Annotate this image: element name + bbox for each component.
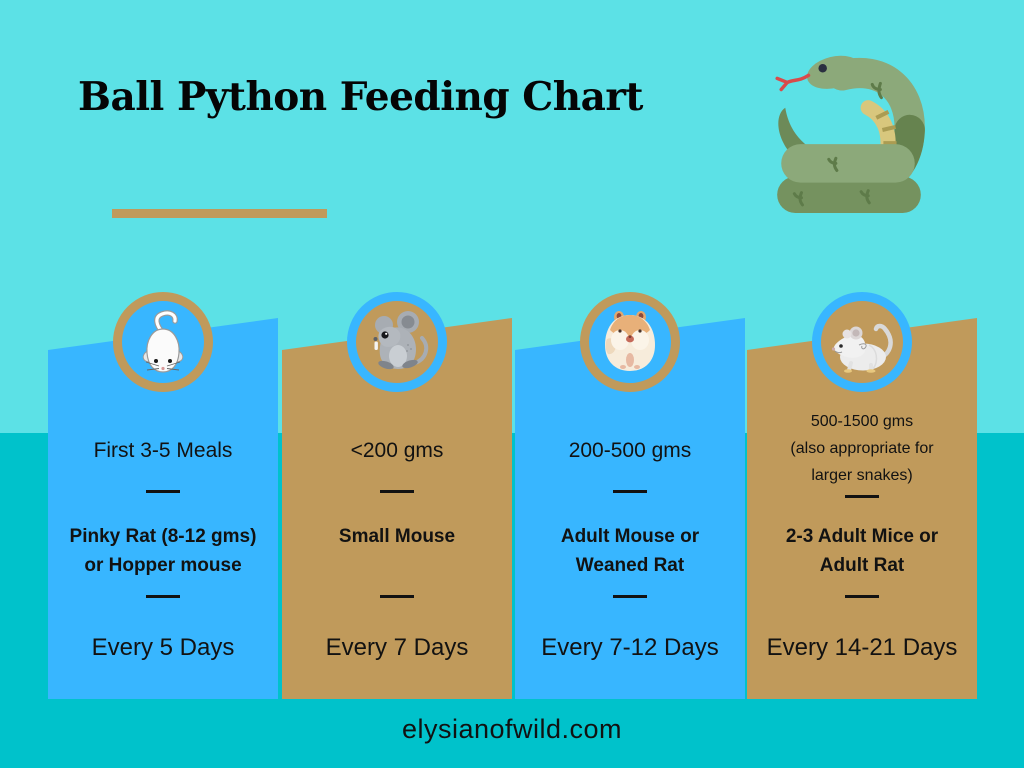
frequency-label: Every 5 Days	[91, 634, 235, 661]
snake-size-label: First 3-5 Meals	[93, 439, 233, 462]
prey-icon-badge	[113, 292, 213, 392]
divider-line	[380, 595, 414, 598]
title-underline	[112, 209, 327, 218]
frequency-label: Every 7-12 Days	[541, 634, 719, 661]
feeding-column-200-500g: 200-500 gms Adult Mouse or Weaned Rat Ev…	[515, 292, 745, 699]
feeding-column-under-200g: <200 gms Small Mouse Every 7 Days	[282, 292, 512, 699]
frequency-label: Every 7 Days	[325, 634, 469, 661]
snake-size-label: 500-1500 gms (also appropriate for large…	[790, 413, 934, 484]
snake-illustration	[763, 45, 935, 215]
prey-label: Pinky Rat (8-12 gms) or Hopper mouse	[69, 526, 257, 576]
snake-size-label: <200 gms	[350, 439, 444, 462]
divider-line	[845, 495, 879, 498]
feeding-column-500-1500g: 500-1500 gms (also appropriate for large…	[747, 292, 977, 699]
prey-label: 2-3 Adult Mice or Adult Rat	[785, 526, 939, 576]
frequency-label: Every 14-21 Days	[766, 634, 958, 661]
prey-label: Adult Mouse or Weaned Rat	[560, 526, 700, 576]
adult-mouse-icon	[605, 311, 655, 371]
prey-label: Small Mouse	[338, 526, 456, 547]
divider-line	[613, 490, 647, 493]
feeding-column-hatchling: First 3-5 Meals Pinky Rat (8-12 gms) or …	[48, 292, 278, 699]
page-title: Ball Python Feeding Chart	[78, 74, 643, 120]
divider-line	[845, 595, 879, 598]
adult-rat-icon	[831, 323, 893, 373]
divider-line	[146, 595, 180, 598]
divider-line	[380, 490, 414, 493]
divider-line	[613, 595, 647, 598]
snake-size-label: 200-500 gms	[568, 439, 692, 462]
coiled-snake-icon	[775, 55, 925, 213]
prey-icon-badge	[347, 292, 447, 392]
pinky-rat-icon	[142, 310, 184, 373]
prey-icon-badge	[812, 292, 912, 392]
small-mouse-icon	[373, 311, 429, 370]
website-url: elysianofwild.com	[401, 714, 623, 744]
prey-icon-badge	[580, 292, 680, 392]
divider-line	[146, 490, 180, 493]
